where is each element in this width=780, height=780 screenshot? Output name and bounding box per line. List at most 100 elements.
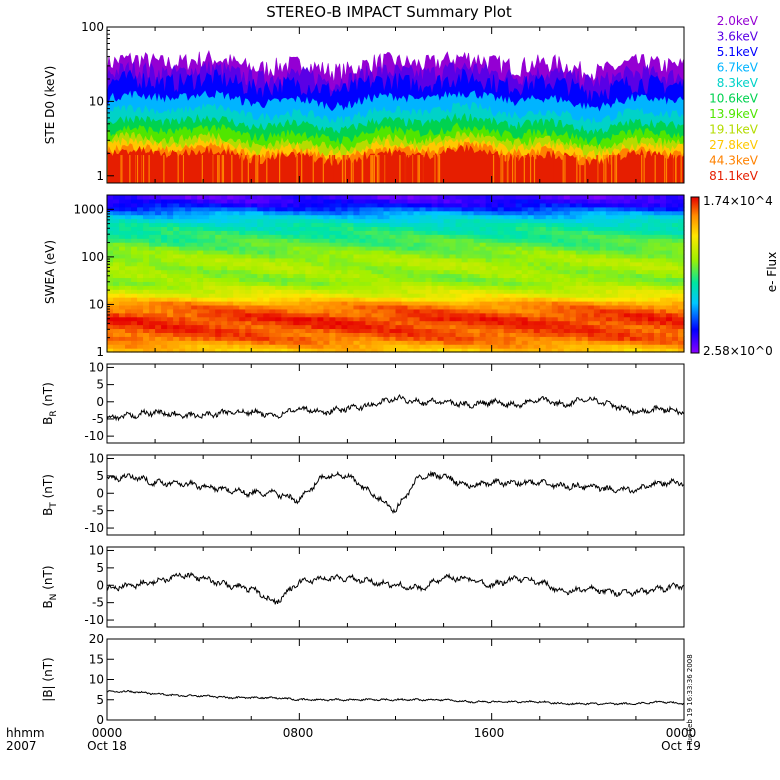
swea-cell (257, 312, 264, 318)
swea-cell (575, 324, 583, 330)
swea-cell (491, 293, 499, 298)
swea-cell (677, 210, 685, 216)
swea-cell (305, 246, 312, 251)
swea-cell (155, 293, 162, 298)
swea-cell (617, 312, 625, 318)
swea-cell (185, 206, 192, 212)
swea-cell (185, 253, 192, 259)
swea-cell (479, 277, 487, 282)
swea-cell (533, 312, 541, 318)
swea-cell (287, 265, 294, 271)
swea-cell (335, 289, 343, 294)
swea-cell (173, 202, 180, 208)
swea-cell (371, 261, 379, 267)
swea-cell (485, 249, 493, 255)
swea-cell (281, 316, 288, 322)
swea-cell (401, 340, 409, 345)
swea-cell (335, 246, 343, 251)
swea-cell (233, 273, 240, 279)
swea-cell (383, 285, 391, 290)
swea-cell (185, 332, 192, 337)
swea-cell (635, 300, 643, 306)
swea-cell (131, 340, 138, 345)
swea-cell (533, 230, 541, 235)
swea-cell (497, 265, 505, 271)
swea-cell (473, 222, 481, 227)
swea-cell (239, 332, 246, 337)
swea-cell (671, 308, 679, 314)
swea-cell (545, 324, 553, 330)
swea-cell (533, 340, 541, 345)
swea-cell (275, 312, 282, 318)
swea-cell (395, 340, 403, 345)
swea-cell (611, 297, 619, 302)
swea-cell (485, 222, 493, 227)
swea-cell (281, 265, 288, 271)
swea-cell (635, 214, 643, 220)
swea-cell (371, 348, 379, 353)
swea-cell (185, 300, 192, 306)
swea-cell (401, 289, 409, 294)
swea-cell (239, 261, 246, 267)
swea-cell (659, 281, 667, 286)
swea-cell (407, 210, 415, 216)
swea-cell (125, 242, 132, 247)
swea-cell (119, 308, 126, 314)
swea-cell (269, 234, 276, 239)
swea-cell (257, 246, 264, 251)
swea-cell (449, 348, 457, 353)
swea-cell (671, 226, 679, 231)
swea-cell (461, 226, 469, 231)
swea-cell (599, 289, 607, 294)
swea-cell (443, 210, 451, 216)
swea-cell (161, 246, 168, 251)
swea-cell (365, 249, 373, 255)
swea-cell (659, 285, 667, 290)
swea-cell (497, 202, 505, 208)
swea-cell (221, 218, 228, 224)
swea-cell (311, 312, 318, 318)
swea-cell (545, 312, 553, 318)
swea-cell (497, 304, 505, 310)
swea-cell (563, 336, 571, 341)
swea-cell (353, 246, 361, 251)
swea-cell (623, 328, 631, 333)
swea-cell (173, 316, 180, 322)
swea-cell (341, 277, 349, 282)
swea-cell (395, 234, 403, 239)
swea-cell (377, 242, 385, 247)
legend-entry: 81.1keV (709, 169, 759, 183)
swea-cell (641, 242, 649, 247)
swea-cell (305, 324, 312, 330)
swea-cell (227, 226, 234, 231)
swea-cell (557, 316, 565, 322)
swea-cell (449, 332, 457, 337)
swea-cell (437, 222, 445, 227)
swea-cell (191, 340, 198, 345)
swea-cell (527, 253, 535, 259)
swea-cell (293, 340, 300, 345)
swea-cell (485, 214, 493, 220)
swea-cell (185, 297, 192, 302)
swea-cell (461, 249, 469, 255)
swea-cell (311, 238, 318, 243)
swea-cell (539, 340, 547, 345)
swea-cell (401, 214, 409, 220)
swea-cell (557, 273, 565, 279)
swea-cell (161, 340, 168, 345)
swea-cell (275, 348, 282, 353)
swea-cell (227, 304, 234, 310)
swea-cell (563, 249, 571, 255)
swea-cell (599, 344, 607, 349)
swea-cell (275, 230, 282, 235)
swea-cell (545, 293, 553, 298)
swea-cell (527, 304, 535, 310)
swea-cell (335, 210, 343, 216)
swea-cell (191, 195, 198, 200)
swea-cell (389, 297, 397, 302)
swea-cell (269, 297, 276, 302)
swea-cell (449, 273, 457, 279)
swea-cell (515, 281, 523, 286)
swea-cell (413, 332, 421, 337)
swea-cell (179, 202, 186, 208)
